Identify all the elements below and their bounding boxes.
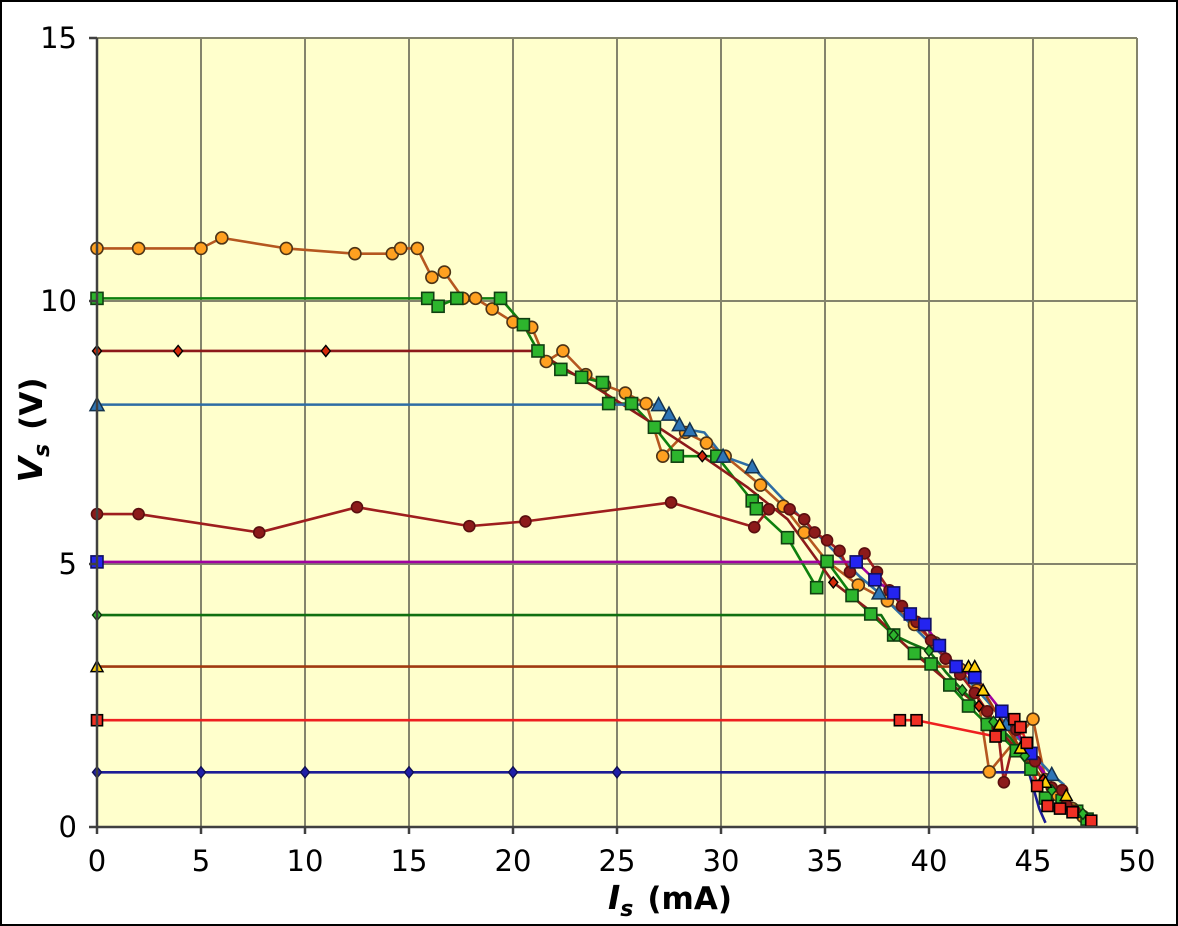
markers-vset-1-v [91,765,623,779]
x-axis-symbol: I [607,878,621,917]
x-tick-label: 45 [1015,844,1052,878]
x-tick-label: 10 [287,844,324,878]
x-tick-label: 30 [703,844,740,878]
x-tick-label: 40 [911,844,948,878]
x-axis-subscript: s [620,897,634,922]
x-tick-label: 20 [495,844,532,878]
x-tick-label: 35 [807,844,844,878]
y-axis-symbol: V [11,456,50,483]
y-tick-label: 10 [40,284,77,318]
x-tick-label: 0 [88,844,106,878]
y-tick-label: 5 [59,547,77,581]
y-tick-label: 15 [40,21,77,55]
y-axis-subscript: s [30,443,55,457]
tick-labels: 0 5 10 15 20 25 30 35 40 45 50 0 5 10 15 [40,21,1155,878]
x-tick-label: 25 [599,844,636,878]
x-tick-label: 5 [192,844,210,878]
markers-vset-9-v [91,344,1049,787]
y-axis-title: Vs (V) [11,378,55,483]
axes [89,36,1139,834]
y-tick-label: 0 [59,810,77,844]
x-tick-label: 50 [1119,844,1156,878]
markers-vset-8-v [88,396,1060,782]
x-tick-label: 15 [391,844,428,878]
series-markers [88,231,1098,827]
x-axis-title: Is (mA) [608,878,732,922]
y-axis-unit: (V) [14,377,50,430]
gridlines [97,37,1138,827]
x-axis-unit: (mA) [647,881,733,917]
